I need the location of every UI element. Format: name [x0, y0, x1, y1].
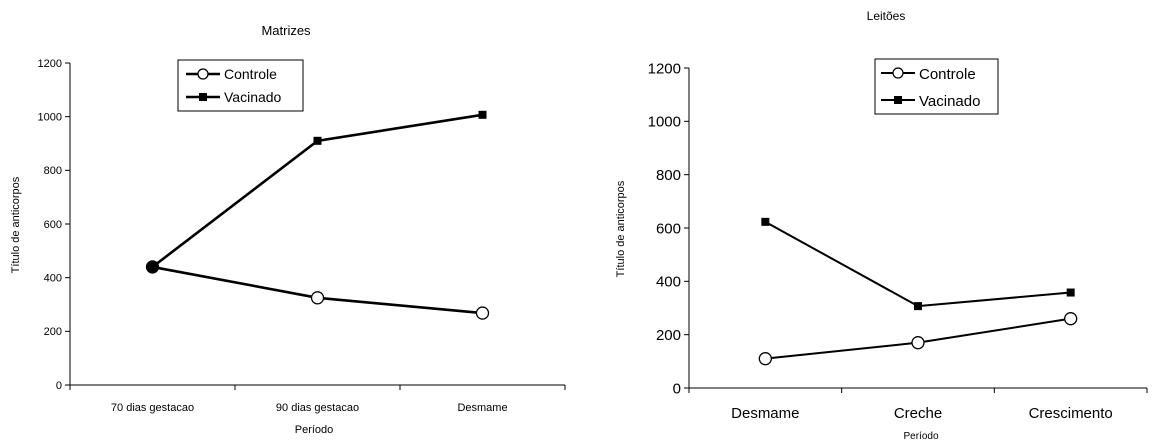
point-vacinado [1066, 288, 1075, 297]
point-controle [1064, 312, 1078, 326]
x-tick-label: 70 dias gestacao [111, 402, 194, 414]
x-tick-label: 90 dias gestacao [276, 402, 359, 414]
chart-leitoes: Leitões Título de anticorpos Período 0 20… [577, 0, 1152, 445]
y-tick-label: 200 [44, 326, 62, 338]
legend: Controle Vacinado [874, 58, 999, 115]
y-tick-label: 800 [656, 167, 681, 184]
legend-vacinado-marker [894, 96, 902, 104]
y-tick-label: 200 [656, 327, 681, 344]
legend-vacinado-label: Vacinado [224, 89, 282, 105]
y-tick-label: 600 [44, 219, 62, 231]
x-tick-label: Creche [894, 405, 942, 422]
legend: Controle Vacinado [177, 59, 304, 112]
point-controle [145, 260, 160, 274]
y-tick-label: 800 [44, 165, 62, 177]
x-tick-label: Desmame [457, 402, 507, 414]
y-axis-label: Título de anticorpos [10, 176, 22, 273]
legend-vacinado-marker [199, 93, 207, 101]
point-controle [310, 291, 325, 305]
point-vacinado [478, 110, 487, 119]
point-controle [475, 306, 490, 320]
y-tick-label: 0 [56, 380, 62, 392]
y-tick-label: 1200 [648, 60, 681, 77]
chart-title: Leitões [867, 9, 906, 23]
y-tick-label: 1000 [38, 112, 62, 124]
chart-matrizes: Matrizes Título de anticorpos Período 0 2… [0, 0, 575, 445]
x-tick-label: Desmame [731, 405, 799, 422]
y-tick-label: 1200 [38, 58, 62, 70]
series-line-vacinado [764, 220, 1071, 308]
point-vacinado [914, 302, 922, 311]
x-tick-label: Crescimento [1029, 405, 1113, 422]
legend-vacinado-label: Vacinado [919, 93, 980, 110]
point-controle [758, 352, 772, 366]
y-tick-label: 400 [44, 273, 62, 285]
y-tick-label: 400 [656, 274, 681, 291]
y-tick-label: 0 [673, 380, 681, 397]
legend-controle-marker [892, 67, 904, 79]
point-vacinado [313, 136, 322, 145]
chart-title: Matrizes [261, 23, 311, 38]
y-axis-label: Título de anticorpos [615, 180, 627, 277]
y-tick-label: 1000 [648, 114, 681, 131]
point-vacinado [761, 217, 770, 226]
x-axis-label: Período [295, 424, 334, 436]
x-axis-label: Período [903, 431, 938, 440]
legend-controle-label: Controle [224, 66, 277, 82]
point-controle [911, 336, 925, 350]
y-tick-label: 600 [656, 220, 681, 237]
series-line-controle [152, 265, 483, 315]
legend-controle-label: Controle [919, 66, 976, 83]
legend-controle-marker [197, 68, 209, 80]
legend-box [177, 59, 304, 112]
chart-leitoes-svg: Leitões Título de anticorpos Período 0 20… [615, 9, 1148, 442]
chart-matrizes-svg: Matrizes Título de anticorpos Período 0 2… [10, 23, 566, 436]
